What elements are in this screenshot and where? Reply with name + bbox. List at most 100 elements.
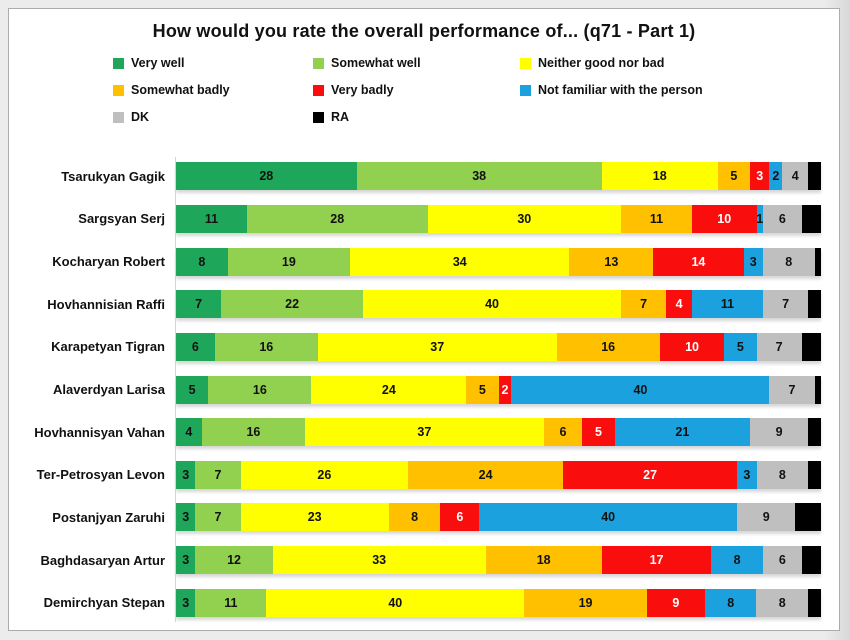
bar-segment-neither-good-nor-bad: 30 — [427, 204, 622, 233]
stacked-bar: 3 7 26 24 27 3 8 — [176, 460, 821, 489]
bar-row-demirchyan-stepan: Demirchyan Stepan 3 11 40 19 9 8 8 — [9, 581, 821, 624]
bar-segment-somewhat-well: 11 — [195, 588, 267, 617]
bar-segment-dk: 4 — [782, 162, 809, 191]
bar-segment-not-familiar-with-the-person: 40 — [511, 375, 770, 404]
category-label: Postanjyan Zaruhi — [52, 509, 165, 525]
legend-item-ra: RA — [313, 110, 520, 124]
bar-segment-dk: 8 — [756, 460, 809, 489]
legend-swatch-icon — [113, 111, 124, 123]
legend-swatch-icon — [520, 84, 531, 96]
category-label: Hovhannisyan Vahan — [34, 424, 165, 440]
bar-segment-ra — [814, 375, 822, 404]
bar-segment-dk: 9 — [737, 503, 796, 532]
stacked-bar: 3 12 33 18 17 8 6 — [176, 546, 821, 575]
legend-label: Very badly — [331, 83, 394, 97]
bar-segment-somewhat-badly: 13 — [569, 247, 654, 276]
chart-legend: Very well Somewhat well Neither good nor b… — [113, 56, 839, 124]
bar-segment-not-familiar-with-the-person: 3 — [743, 247, 763, 276]
bar-segment-very-well: 8 — [176, 247, 228, 276]
legend-item-somewhat-well: Somewhat well — [313, 56, 520, 70]
stacked-bar: 6 16 37 16 10 5 7 — [176, 332, 822, 361]
chart-title: How would you rate the overall performan… — [152, 21, 696, 41]
bar-segment-dk: 8 — [756, 588, 809, 617]
bar-segment-somewhat-badly: 19 — [524, 588, 647, 617]
bar-segment-ra — [808, 418, 822, 447]
legend-swatch-icon — [313, 57, 324, 69]
category-label: Karapetyan Tigran — [51, 339, 165, 355]
legend-swatch-icon — [113, 57, 124, 69]
bar-segment-ra — [801, 204, 821, 233]
bar-segment-very-well: 3 — [176, 503, 196, 532]
bar-row-ter-petrosyan-levon: Ter-Petrosyan Levon 3 7 26 24 27 3 8 — [9, 453, 821, 496]
category-label: Demirchyan Stepan — [43, 595, 165, 611]
category-label: Tsarukyan Gagik — [61, 168, 165, 184]
legend-item-very-badly: Very badly — [313, 83, 520, 97]
category-label: Baghdasaryan Artur — [40, 552, 166, 568]
legend-label: Very well — [131, 56, 185, 70]
bar-segment-very-badly: 27 — [563, 460, 738, 489]
stacked-bar: 3 11 40 19 9 8 8 — [176, 588, 821, 617]
bar-segment-very-well: 11 — [176, 204, 247, 233]
bar-segment-very-badly: 5 — [582, 418, 615, 447]
bar-segment-ra — [795, 503, 821, 532]
bar-segment-neither-good-nor-bad: 40 — [363, 290, 622, 319]
bar-segment-very-well: 3 — [176, 546, 196, 575]
bar-segment-very-well: 3 — [176, 460, 196, 489]
legend-item-dk: DK — [113, 110, 313, 124]
bar-segment-neither-good-nor-bad: 40 — [266, 588, 525, 617]
legend-label: Somewhat badly — [131, 83, 230, 97]
legend-item-not-familiar-with-the-person: Not familiar with the person — [520, 83, 839, 97]
bar-segment-very-badly: 14 — [653, 247, 744, 276]
bar-segment-somewhat-well: 7 — [195, 460, 241, 489]
bar-segment-somewhat-badly: 18 — [485, 546, 602, 575]
bar-row-hovhannisian-raffi: Hovhannisian Raffi 7 22 40 7 4 11 7 — [9, 283, 822, 326]
legend-item-neither-good-nor-bad: Neither good nor bad — [520, 56, 839, 70]
bar-segment-very-badly: 10 — [659, 332, 725, 361]
bar-segment-very-well: 5 — [176, 375, 209, 404]
bar-segment-somewhat-badly: 11 — [621, 204, 692, 233]
legend-swatch-icon — [313, 111, 324, 123]
bar-segment-not-familiar-with-the-person: 1 — [756, 204, 763, 233]
bar-segment-dk: 7 — [762, 290, 809, 319]
bar-row-baghdasaryan-artur: Baghdasaryan Artur 3 12 33 18 17 8 6 — [9, 539, 821, 582]
bar-row-karapetyan-tigran: Karapetyan Tigran 6 16 37 16 10 5 7 — [9, 326, 822, 369]
bar-segment-dk: 7 — [769, 375, 815, 404]
plot-area: Tsarukyan Gagik 28 38 18 5 3 2 4 Sargsyan Serj 11… — [9, 155, 822, 624]
bar-segment-dk: 7 — [756, 332, 802, 361]
bar-segment-neither-good-nor-bad: 23 — [240, 503, 389, 532]
bar-segment-very-well: 4 — [176, 418, 202, 447]
bar-row-kocharyan-robert: Kocharyan Robert 8 19 34 13 14 3 8 — [9, 240, 821, 283]
legend-swatch-icon — [113, 84, 124, 96]
legend-label: RA — [331, 110, 350, 124]
bar-segment-very-badly: 2 — [498, 375, 512, 404]
stacked-bar: 3 7 23 8 6 40 9 — [176, 503, 821, 532]
bar-segment-somewhat-badly: 5 — [717, 162, 751, 191]
bar-row-sargsyan-serj: Sargsyan Serj 11 28 30 11 10 1 6 — [9, 198, 821, 241]
bar-segment-not-familiar-with-the-person: 8 — [711, 546, 763, 575]
bar-segment-ra — [808, 290, 822, 319]
bar-segment-neither-good-nor-bad: 37 — [305, 418, 544, 447]
bar-segment-neither-good-nor-bad: 24 — [311, 375, 467, 404]
bar-segment-ra — [808, 588, 821, 617]
bar-segment-ra — [801, 546, 821, 575]
bar-segment-somewhat-well: 19 — [227, 247, 351, 276]
bar-segment-dk: 9 — [750, 418, 809, 447]
bar-segment-somewhat-badly: 5 — [466, 375, 499, 404]
bar-segment-very-badly: 9 — [646, 588, 705, 617]
bar-segment-somewhat-badly: 24 — [408, 460, 563, 489]
legend-label: Not familiar with the person — [538, 83, 703, 97]
bar-segment-not-familiar-with-the-person: 2 — [769, 162, 783, 191]
bar-segment-very-well: 6 — [176, 332, 215, 361]
bar-segment-very-badly: 17 — [601, 546, 712, 575]
bar-segment-dk: 6 — [762, 204, 802, 233]
bar-segment-very-well: 7 — [176, 290, 222, 319]
bar-segment-very-well: 28 — [176, 162, 357, 191]
bar-segment-somewhat-well: 16 — [208, 375, 312, 404]
bar-segment-very-badly: 3 — [750, 162, 770, 191]
bar-segment-somewhat-well: 38 — [356, 162, 602, 191]
bar-row-alaverdyan-larisa: Alaverdyan Larisa 5 16 24 5 2 40 7 — [9, 368, 822, 411]
bar-segment-ra — [808, 460, 821, 489]
bar-segment-neither-good-nor-bad: 26 — [240, 460, 409, 489]
category-label: Kocharyan Robert — [52, 254, 165, 270]
